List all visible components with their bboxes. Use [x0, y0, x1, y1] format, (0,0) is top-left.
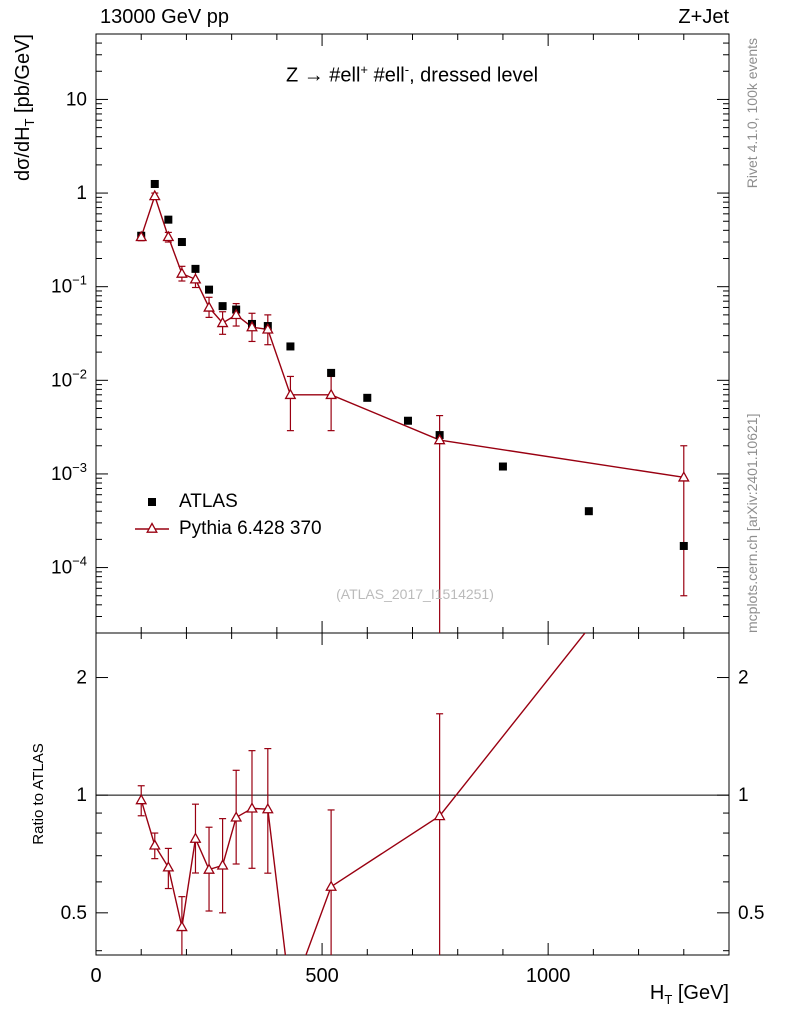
pythia-data-point: [261, 323, 274, 334]
pythia-data-point: [203, 301, 215, 312]
ratio-data-point: [162, 860, 175, 872]
ratio-line: [140, 633, 586, 955]
ratio-data-point: [148, 839, 161, 850]
rivet-version-note: Rivet 4.1.0, 100k events: [744, 38, 760, 189]
pythia-data-point: [433, 433, 446, 445]
ratio-data-point: [175, 920, 188, 932]
atlas-data-point: [498, 462, 507, 471]
pythia-data-point: [230, 308, 243, 320]
atlas-data-point: [584, 507, 593, 516]
ratio-tick-label-left: 0.5: [61, 903, 87, 924]
x-axis-label: HT [GeV]: [650, 982, 729, 1007]
ratio-data-point: [135, 793, 148, 805]
ratio-data-point: [230, 811, 243, 822]
x-label-text-1: H: [649, 982, 665, 1004]
atlas-data-point: [218, 302, 227, 311]
title-text-2: #ell: [368, 64, 405, 87]
x-tick-label: 1000: [526, 965, 571, 987]
atlas-data-point: [150, 179, 159, 188]
tick-labels: 10 1 10−1 10−2 10−3 10−4 0.5 0.5 1 1 2 2 0 500 1000: [51, 89, 764, 987]
y-label-sub-T: T: [22, 118, 37, 127]
pythia-data-point: [677, 470, 690, 482]
atlas-data-point: [363, 393, 372, 402]
title-text-1: Z → #ell: [285, 64, 361, 87]
y-tick-label: 10−1: [51, 273, 87, 298]
ratio-tick-label-right: 2: [738, 668, 749, 689]
ratio-data-point: [216, 859, 229, 870]
ratio-tick-label-left: 1: [76, 785, 87, 806]
atlas-data-point: [164, 215, 173, 224]
ratio-panel-frame: [95, 632, 730, 956]
pythia-data-point: [216, 316, 229, 328]
x-label-text-2: [GeV]: [672, 982, 729, 1004]
plot-title: Z → #ell+ #ell-, dressed level: [286, 62, 538, 88]
atlas-data-point: [177, 238, 186, 247]
ratio-tick-label-right: 0.5: [738, 903, 764, 924]
main-series: [135, 179, 690, 633]
ratio-data-point: [325, 880, 338, 891]
y-label-text-1: dσ/dH: [12, 126, 34, 182]
y-tick-label: 10: [66, 89, 87, 110]
legend: ATLAS Pythia 6.428 370: [134, 488, 322, 542]
pythia-data-point: [135, 230, 148, 242]
pythia-data-point: [246, 320, 258, 332]
ratio-data-point: [189, 832, 202, 843]
legend-marker-pythia-triangle-icon: [135, 521, 169, 533]
title-sup-minus: -: [404, 62, 410, 77]
y-axis-label: dσ/dHT [pb/GeV]: [12, 34, 37, 296]
y-label-text-2: [pb/GeV]: [12, 34, 34, 119]
atlas-data-point: [403, 416, 412, 425]
ratio-axis-label: Ratio to ATLAS: [30, 743, 47, 845]
analysis-id-watermark: (ATLAS_2017_I1514251): [336, 586, 494, 602]
x-tick-label: 500: [305, 965, 338, 987]
pythia-data-point: [162, 230, 175, 242]
pythia-line: [140, 193, 684, 479]
x-tick-label: 0: [90, 965, 101, 987]
y-tick-label: 10−4: [51, 554, 87, 579]
ratio-series: [135, 633, 586, 955]
ratio-tick-label-left: 2: [76, 668, 87, 689]
y-tick-label: 10−2: [51, 366, 87, 391]
legend-marker-atlas-square-icon: [148, 497, 156, 506]
legend-label-pythia: Pythia 6.428 370: [179, 517, 322, 539]
pythia-data-point: [325, 388, 338, 400]
title-text-3: , dressed level: [409, 64, 539, 87]
pythia-data-point: [284, 388, 297, 400]
beam-energy-label: 13000 GeV pp: [100, 6, 229, 28]
atlas-data-point: [191, 264, 200, 273]
axis-ticks: [95, 34, 730, 955]
ratio-data-point: [261, 802, 274, 814]
ratio-tick-label-right: 1: [738, 785, 749, 806]
y-tick-label: 10−3: [51, 460, 87, 485]
y-tick-label: 1: [76, 183, 87, 204]
atlas-data-point: [286, 342, 295, 351]
pythia-data-point: [175, 267, 188, 278]
legend-item-atlas: ATLAS: [134, 488, 322, 515]
pythia-data-point: [148, 189, 161, 201]
atlas-data-point: [679, 541, 688, 550]
ratio-data-point: [433, 809, 446, 821]
ratio-data-point: [203, 863, 215, 874]
mcplots-arxiv-note: mcplots.cern.ch [arXiv:2401.10621]: [744, 413, 760, 633]
main-panel-frame: [95, 33, 730, 634]
legend-item-pythia: Pythia 6.428 370: [134, 515, 322, 542]
legend-label-atlas: ATLAS: [179, 490, 238, 512]
x-label-sub-T: T: [664, 992, 673, 1007]
process-label: Z+Jet: [678, 6, 729, 28]
title-sup-plus: +: [360, 62, 369, 77]
atlas-data-point: [327, 368, 336, 377]
pythia-data-point: [189, 272, 202, 284]
ratio-data-point: [246, 802, 258, 813]
atlas-data-point: [205, 285, 214, 294]
